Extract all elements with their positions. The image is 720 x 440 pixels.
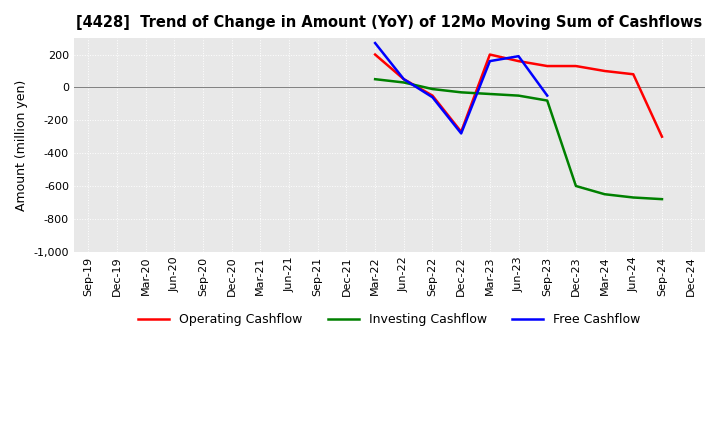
Operating Cashflow <box>657 134 666 139</box>
Free Cashflow <box>514 54 523 59</box>
Legend: Operating Cashflow, Investing Cashflow, Free Cashflow: Operating Cashflow, Investing Cashflow, … <box>133 308 646 331</box>
Investing Cashflow <box>543 98 552 103</box>
Investing Cashflow <box>428 86 437 92</box>
Investing Cashflow <box>371 77 379 82</box>
Free Cashflow <box>543 93 552 98</box>
Free Cashflow <box>428 95 437 100</box>
Investing Cashflow <box>485 92 494 97</box>
Investing Cashflow <box>600 191 609 197</box>
Operating Cashflow <box>600 68 609 73</box>
Investing Cashflow <box>657 197 666 202</box>
Operating Cashflow <box>572 63 580 69</box>
Investing Cashflow <box>400 80 408 85</box>
Operating Cashflow <box>428 93 437 98</box>
Free Cashflow <box>485 59 494 64</box>
Y-axis label: Amount (million yen): Amount (million yen) <box>15 79 28 211</box>
Investing Cashflow <box>514 93 523 98</box>
Operating Cashflow <box>400 77 408 82</box>
Line: Free Cashflow: Free Cashflow <box>375 43 547 133</box>
Free Cashflow <box>457 131 466 136</box>
Line: Operating Cashflow: Operating Cashflow <box>375 55 662 137</box>
Operating Cashflow <box>485 52 494 57</box>
Operating Cashflow <box>543 63 552 69</box>
Investing Cashflow <box>457 90 466 95</box>
Line: Investing Cashflow: Investing Cashflow <box>375 79 662 199</box>
Free Cashflow <box>371 40 379 46</box>
Investing Cashflow <box>572 183 580 189</box>
Operating Cashflow <box>371 52 379 57</box>
Investing Cashflow <box>629 195 638 200</box>
Free Cashflow <box>400 77 408 82</box>
Title: [4428]  Trend of Change in Amount (YoY) of 12Mo Moving Sum of Cashflows: [4428] Trend of Change in Amount (YoY) o… <box>76 15 703 30</box>
Operating Cashflow <box>629 72 638 77</box>
Operating Cashflow <box>514 59 523 64</box>
Operating Cashflow <box>457 129 466 134</box>
